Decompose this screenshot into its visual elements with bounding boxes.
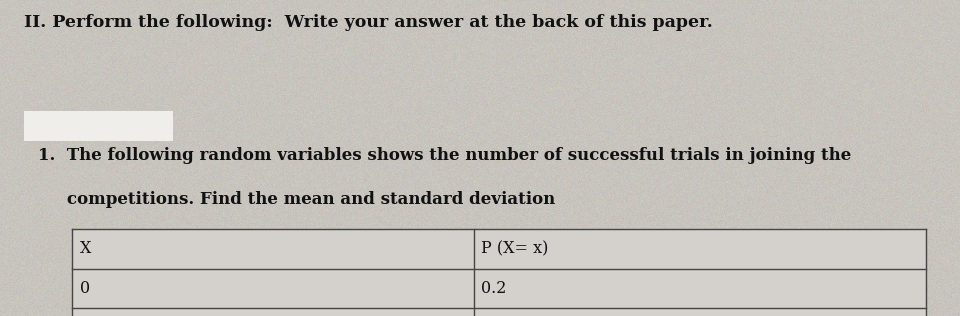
Text: 0.2: 0.2 [481, 280, 507, 297]
Text: 0: 0 [80, 280, 90, 297]
Text: X: X [80, 240, 91, 257]
Text: .: . [176, 144, 180, 158]
Text: competitions. Find the mean and standard deviation: competitions. Find the mean and standard… [67, 191, 556, 208]
Text: II. Perform the following:  Write your answer at the back of this paper.: II. Perform the following: Write your an… [24, 14, 712, 31]
Text: 1.  The following random variables shows the number of successful trials in join: 1. The following random variables shows … [38, 147, 852, 164]
FancyBboxPatch shape [24, 111, 173, 141]
Text: P (X= x): P (X= x) [481, 240, 548, 257]
Bar [72, 229, 926, 316]
